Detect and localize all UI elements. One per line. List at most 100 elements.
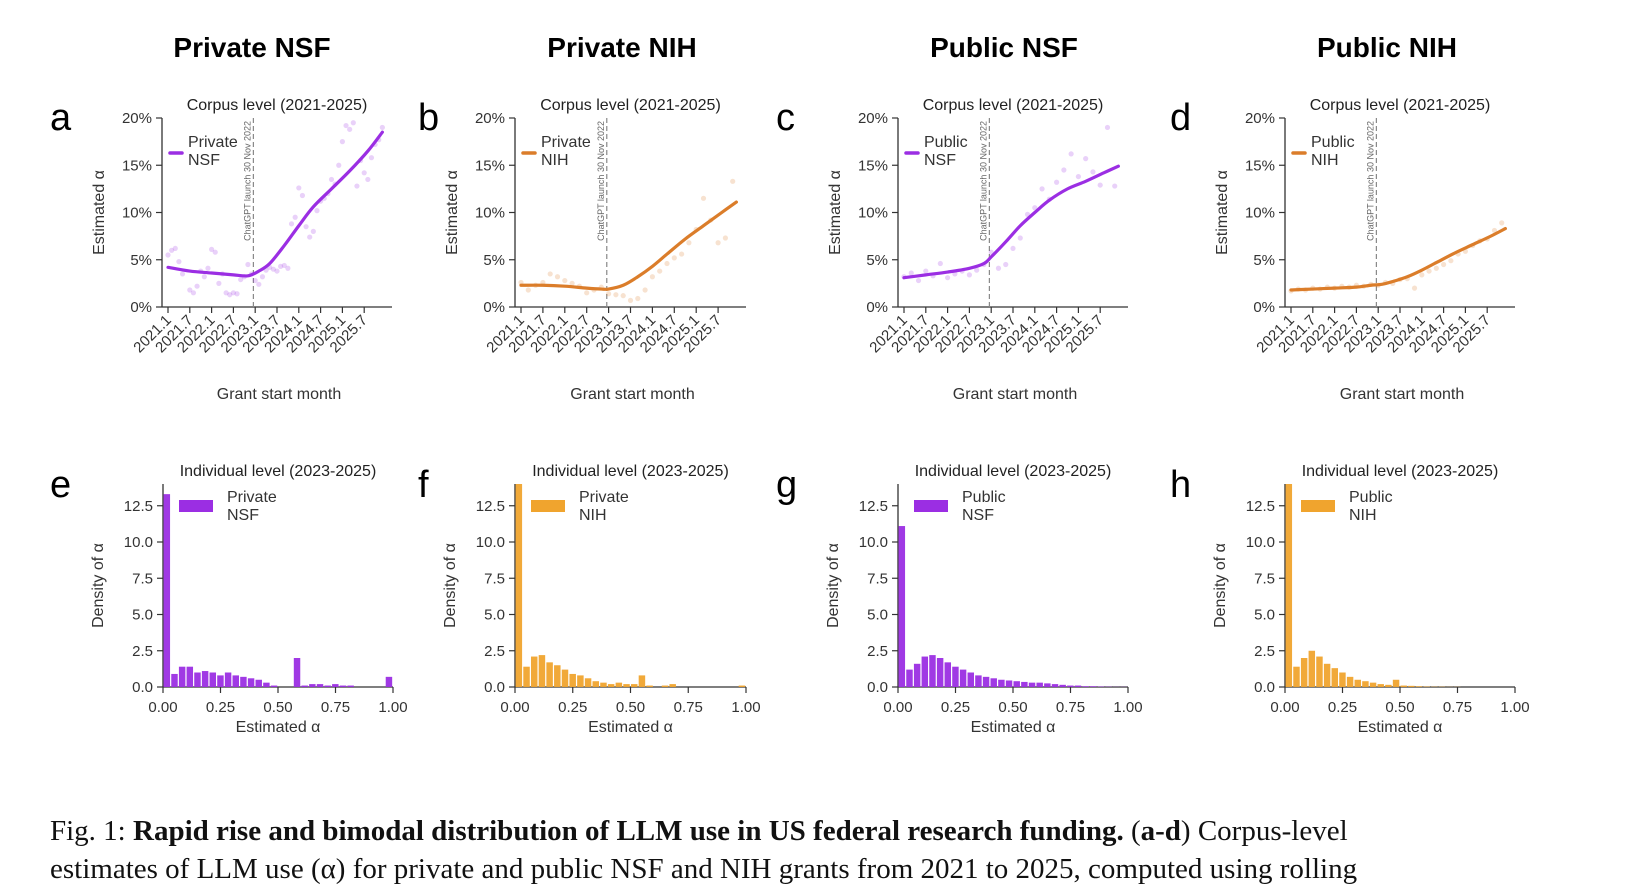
trend-line (521, 202, 736, 289)
histogram-bar (631, 684, 637, 687)
histogram-bar (991, 678, 997, 687)
y-tick-label: 7.5 (867, 570, 888, 587)
x-tick-label: 0.25 (941, 699, 970, 716)
y-tick-label: 2.5 (484, 643, 505, 660)
scatter-point (555, 274, 560, 279)
histogram-bar (546, 662, 552, 687)
x-tick-label: 0.75 (1056, 699, 1085, 716)
y-tick-label: 0% (866, 299, 888, 316)
trend-line (1291, 229, 1505, 290)
scatter-point (1441, 262, 1446, 267)
chatgpt-launch-label: ChatGPT launch 30 Nov 2022 (596, 121, 606, 241)
y-tick-label: 7.5 (132, 570, 153, 587)
y-axis-label: Density of α (825, 543, 842, 628)
y-tick-label: 0.0 (1254, 679, 1275, 696)
x-axis-label: Grant start month (1340, 386, 1465, 403)
histogram-bar (929, 655, 935, 687)
y-axis-label: Estimated α (444, 170, 461, 255)
histogram-bar (983, 677, 989, 687)
scatter-point (300, 193, 305, 198)
scatter-point (664, 261, 669, 266)
histogram-bar (1052, 684, 1058, 687)
scatter-point (1003, 262, 1008, 267)
x-tick-label: 0.00 (883, 699, 912, 716)
scatter-point (1010, 246, 1015, 251)
y-tick-label: 10.0 (124, 534, 153, 551)
caption-line-1: Fig. 1: Rapid rise and bimodal distribut… (50, 812, 1605, 850)
histogram-bar (1362, 681, 1368, 687)
histogram-bar (554, 665, 560, 687)
histogram-bar (171, 674, 177, 687)
legend-swatch (914, 500, 948, 512)
x-axis-label: Grant start month (217, 386, 342, 403)
x-axis-label: Estimated α (1358, 719, 1443, 736)
histogram-bar (914, 664, 920, 687)
scatter-point (1098, 182, 1103, 187)
x-tick-label: 0.50 (616, 699, 645, 716)
scatter-point (180, 271, 185, 276)
scatter-point (1039, 186, 1044, 191)
histogram-bar (256, 680, 262, 687)
histogram-bar (608, 684, 614, 687)
panel-letter: e (50, 464, 71, 506)
scatter-point (686, 240, 691, 245)
caption-panel-ref: a-d (1141, 815, 1181, 847)
histogram-bar (662, 686, 668, 687)
y-tick-label: 10% (475, 205, 505, 222)
legend-label: Public (1311, 134, 1355, 151)
scatter-point (938, 261, 943, 266)
x-tick-label: 0.75 (674, 699, 703, 716)
histogram-bar (516, 484, 522, 687)
scatter-point (202, 274, 207, 279)
scatter-point (340, 139, 345, 144)
chatgpt-launch-label: ChatGPT launch 30 Nov 2022 (242, 121, 252, 241)
scatter-point (1054, 180, 1059, 185)
figure-caption: Fig. 1: Rapid rise and bimodal distribut… (50, 812, 1605, 888)
panel-subtitle: Corpus level (2021-2025) (540, 97, 721, 114)
scatter-point (274, 268, 279, 273)
histogram-bar (1385, 685, 1391, 687)
histogram-bar (347, 686, 353, 687)
scatter-point (1105, 125, 1110, 130)
y-tick-label: 10.0 (859, 534, 888, 551)
scatter-point (369, 155, 374, 160)
histogram-bar (1370, 683, 1376, 687)
histogram-bar (1286, 484, 1292, 687)
chatgpt-launch-label: ChatGPT launch 30 Nov 2022 (1365, 121, 1375, 241)
scatter-point (343, 123, 348, 128)
column-title-public-nsf: Public NSF (930, 32, 1078, 63)
y-tick-label: 12.5 (124, 498, 153, 515)
panels: a Corpus level (2021-2025) 0% 5% 10% 15% 20% Es… (50, 97, 1530, 736)
scatter-point (336, 163, 341, 168)
scatter-point (1419, 272, 1424, 277)
scatter-point (354, 183, 359, 188)
scatter-point (205, 266, 210, 271)
x-tick-label: 0.00 (1270, 699, 1299, 716)
histogram-bar (1309, 651, 1315, 687)
x-tick-label: 0.50 (263, 699, 292, 716)
scatter-point (526, 287, 531, 292)
figure: Private NSF Private NIH Public NSF Publi… (0, 0, 1638, 869)
y-tick-label: 15% (1245, 157, 1275, 174)
y-tick-label: 5% (483, 252, 505, 269)
panel-subtitle: Corpus level (2021-2025) (187, 97, 368, 114)
panel-letter: a (50, 97, 72, 139)
histogram-bar (906, 670, 912, 687)
scatter-point (562, 278, 567, 283)
y-tick-label: 20% (858, 110, 888, 127)
legend-label: Public (962, 489, 1006, 506)
histogram-bar (210, 673, 216, 688)
histogram-bar (194, 673, 200, 688)
x-tick-label: 0.75 (1443, 699, 1472, 716)
y-tick-label: 0.0 (484, 679, 505, 696)
caption-line-2: estimates of LLM use (α) for private and… (50, 850, 1605, 888)
y-tick-label: 5.0 (484, 607, 505, 624)
histogram-bar (187, 667, 193, 687)
histogram-bar (1393, 680, 1399, 687)
y-tick-label: 2.5 (867, 643, 888, 660)
y-tick-label: 15% (858, 157, 888, 174)
histogram-bar (1332, 668, 1338, 687)
caption-line-1-tail: Corpus-level (1198, 815, 1348, 847)
